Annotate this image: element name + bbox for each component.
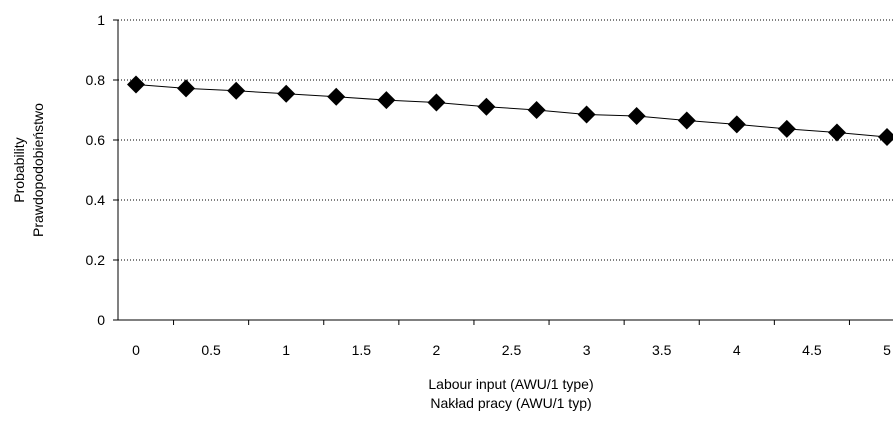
data-point-8 (527, 101, 546, 119)
data-point-0 (127, 75, 145, 94)
data-point-6 (427, 93, 446, 112)
x-axis (118, 319, 893, 325)
data-point-7 (477, 97, 496, 116)
data-point-15 (878, 128, 893, 146)
data-point-4 (327, 87, 346, 106)
data-point-9 (577, 105, 596, 124)
data-point-1 (177, 79, 196, 98)
data-point-5 (377, 91, 396, 110)
y-axis (113, 19, 119, 321)
x-tick-label-8: 4 (733, 342, 741, 358)
series-markers (127, 75, 893, 146)
data-point-12 (727, 115, 746, 134)
data-point-14 (827, 123, 846, 142)
x-axis-title-line-1: Labour input (AWU/1 type) (428, 376, 593, 392)
y-tick-label-1: 0.2 (86, 252, 106, 268)
y-axis-title-line-2: Prawdopodobieństwo (30, 103, 46, 237)
x-tick-label-4: 2 (433, 342, 441, 358)
data-point-3 (277, 84, 296, 103)
x-tick-label-2: 1 (282, 342, 290, 358)
x-tick-label-7: 3.5 (652, 342, 672, 358)
data-point-2 (227, 81, 246, 100)
x-tick-labels: 0 0.5 1 1.5 2 2.5 3 3.5 4 4.5 5 (132, 342, 891, 358)
y-tick-label-5: 1 (97, 12, 105, 28)
x-tick-label-3: 1.5 (352, 342, 372, 358)
series-0-line (135, 84, 893, 138)
gridlines (118, 19, 893, 261)
x-tick-label-5: 2.5 (502, 342, 522, 358)
y-tick-label-4: 0.8 (86, 72, 106, 88)
data-point-13 (777, 119, 796, 138)
x-tick-label-1: 0.5 (201, 342, 221, 358)
data-point-11 (677, 111, 696, 130)
y-tick-label-3: 0.6 (86, 132, 106, 148)
x-tick-label-9: 4.5 (802, 342, 822, 358)
x-tick-label-10: 5 (883, 342, 891, 358)
y-tick-label-0: 0 (97, 312, 105, 328)
y-axis-title-line-1: Probability (11, 137, 27, 202)
series-line (135, 84, 893, 138)
x-axis-title-line-2: Nakład pracy (AWU/1 typ) (430, 395, 591, 411)
x-tick-label-6: 3 (583, 342, 591, 358)
data-point-10 (627, 107, 646, 125)
y-tick-label-2: 0.4 (86, 192, 106, 208)
x-tick-label-0: 0 (132, 342, 140, 358)
y-axis-title: Probability Prawdopodobieństwo (11, 103, 46, 237)
x-axis-title: Labour input (AWU/1 type) Nakład pracy (… (428, 376, 593, 411)
y-tick-labels: 0 0.2 0.4 0.6 0.8 1 (86, 12, 106, 328)
